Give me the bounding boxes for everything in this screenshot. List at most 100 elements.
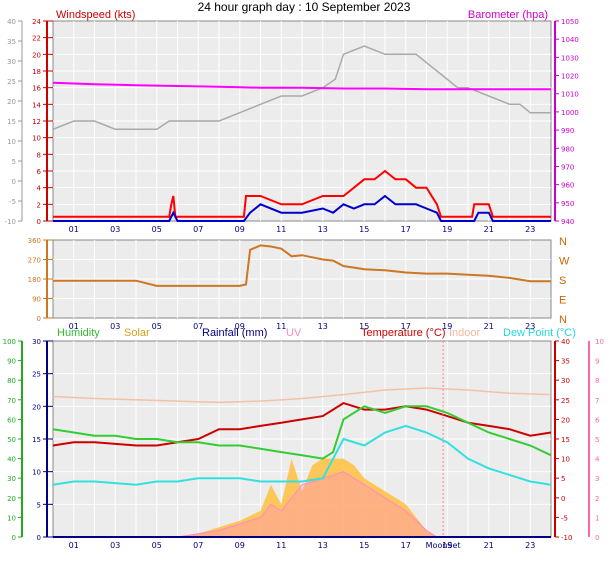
outer-left-tick-label: -10 (5, 218, 16, 226)
y-tick-label: 0 (37, 218, 41, 226)
outer-left-tick-label: 90 (7, 358, 16, 366)
moonset-label: MoonSet (426, 541, 461, 550)
right-tick-label: 940 (561, 218, 574, 226)
dew-point-label: Dew Point (°C) (503, 327, 576, 339)
right-tick-label: 20 (561, 416, 570, 424)
x-tick-label: 05 (152, 225, 162, 234)
compass-label: W (559, 256, 570, 268)
right-tick-label: 960 (561, 182, 574, 190)
outer-left-tick-label: 60 (7, 416, 16, 424)
x-tick-label: 23 (525, 322, 535, 331)
x-tick-label: 07 (193, 225, 203, 234)
x-tick-label: 13 (318, 541, 328, 550)
outer-left-tick-label: 40 (7, 456, 16, 464)
outer-right-tick-label: 2 (595, 495, 599, 503)
outer-left-tick-label: 25 (7, 78, 16, 86)
outer-right-tick-label: 9 (595, 358, 599, 366)
y-tick-label: 10 (32, 135, 41, 143)
uv-label: UV (286, 327, 302, 339)
right-tick-label: 0 (561, 495, 565, 503)
y-tick-label: 2 (37, 201, 41, 209)
outer-right-tick-label: 4 (595, 456, 600, 464)
direction-line (53, 244, 551, 287)
compass-label: E (559, 295, 566, 307)
x-tick-label: 21 (484, 541, 494, 550)
right-tick-label: 40 (561, 338, 570, 346)
y-tick-label: 90 (32, 296, 41, 304)
outer-left-tick-label: 50 (7, 436, 16, 444)
right-tick-label: 1010 (561, 91, 579, 99)
outer-left-tick-label: 0 (12, 534, 16, 542)
x-tick-label: 15 (359, 541, 369, 550)
temperature-label: Temperature (°C) (361, 327, 445, 339)
indoor-line (52, 387, 552, 404)
outer-left-tick-label: 5 (12, 158, 16, 166)
rainfall-label: Rainfall (mm) (202, 327, 267, 339)
outer-left-tick-label: 30 (7, 58, 16, 66)
outer-left-tick-label: 10 (7, 138, 16, 146)
y-tick-label: 24 (32, 18, 41, 26)
x-tick-label: 09 (235, 225, 245, 234)
right-tick-label: 25 (561, 397, 570, 405)
outer-left-tick-label: 40 (7, 18, 16, 26)
right-tick-label: -10 (561, 534, 572, 542)
y-tick-label: 25 (32, 371, 41, 379)
y-tick-label: 4 (37, 185, 42, 193)
x-tick-label: 03 (110, 541, 120, 550)
outer-right-tick-label: 8 (595, 377, 599, 385)
outer-right-tick-label: 7 (595, 397, 599, 405)
x-tick-label: 03 (110, 322, 120, 331)
outer-right-tick-label: 3 (595, 475, 599, 483)
uv-area (53, 471, 551, 538)
right-tick-label: 5 (561, 475, 565, 483)
y-tick-label: 30 (32, 338, 41, 346)
x-tick-label: 01 (69, 322, 79, 331)
right-tick-label: 1000 (561, 109, 579, 117)
right-tick-label: 35 (561, 358, 570, 366)
y-tick-label: 0 (37, 315, 41, 323)
right-tick-label: 970 (561, 163, 574, 171)
solar-area (53, 458, 551, 537)
outer-left-tick-label: 20 (7, 98, 16, 106)
y-tick-label: 8 (37, 151, 41, 159)
x-tick-label: 09 (235, 541, 245, 550)
y-tick-label: 15 (32, 436, 41, 444)
outer-right-tick-label: 1 (595, 514, 599, 522)
outer-left-tick-label: 100 (3, 338, 16, 346)
solar-label: Solar (124, 327, 150, 339)
outer-left-tick-label: 35 (7, 38, 16, 46)
barometer-label: Barometer (hpa) (468, 9, 548, 21)
compass-label: S (559, 275, 566, 287)
x-tick-label: 11 (276, 541, 286, 550)
windspeed-label: Windspeed (kts) (56, 9, 135, 21)
x-tick-label: 19 (442, 541, 452, 550)
x-tick-label: 11 (276, 225, 286, 234)
x-tick-label: 13 (318, 225, 328, 234)
y-tick-label: 10 (32, 469, 41, 477)
x-tick-label: 03 (110, 225, 120, 234)
y-tick-label: 22 (32, 35, 41, 43)
x-tick-label: 23 (525, 225, 535, 234)
x-tick-label: 21 (484, 322, 494, 331)
outer-left-tick-label: 70 (7, 397, 16, 405)
x-tick-label: 11 (276, 322, 286, 331)
humidity-label: Humidity (57, 327, 100, 339)
x-tick-label: 15 (359, 225, 369, 234)
outer-left-tick-label: 30 (7, 475, 16, 483)
outer-right-tick-label: 6 (595, 416, 600, 424)
y-tick-label: 16 (32, 85, 41, 93)
y-tick-label: 180 (28, 276, 41, 284)
right-tick-label: 1050 (561, 18, 579, 26)
x-tick-label: 07 (193, 541, 203, 550)
outer-right-tick-label: 5 (595, 436, 599, 444)
outer-left-tick-label: 0 (12, 178, 16, 186)
dew_point-line (52, 424, 552, 486)
outer-left-tick-label: 80 (7, 377, 16, 385)
x-tick-label: 19 (442, 225, 452, 234)
outer-left-tick-label: -5 (9, 198, 16, 206)
outer-left-tick-label: 10 (7, 514, 16, 522)
x-tick-label: 17 (401, 322, 411, 331)
x-tick-label: 17 (401, 541, 411, 550)
y-tick-label: 14 (32, 101, 41, 109)
